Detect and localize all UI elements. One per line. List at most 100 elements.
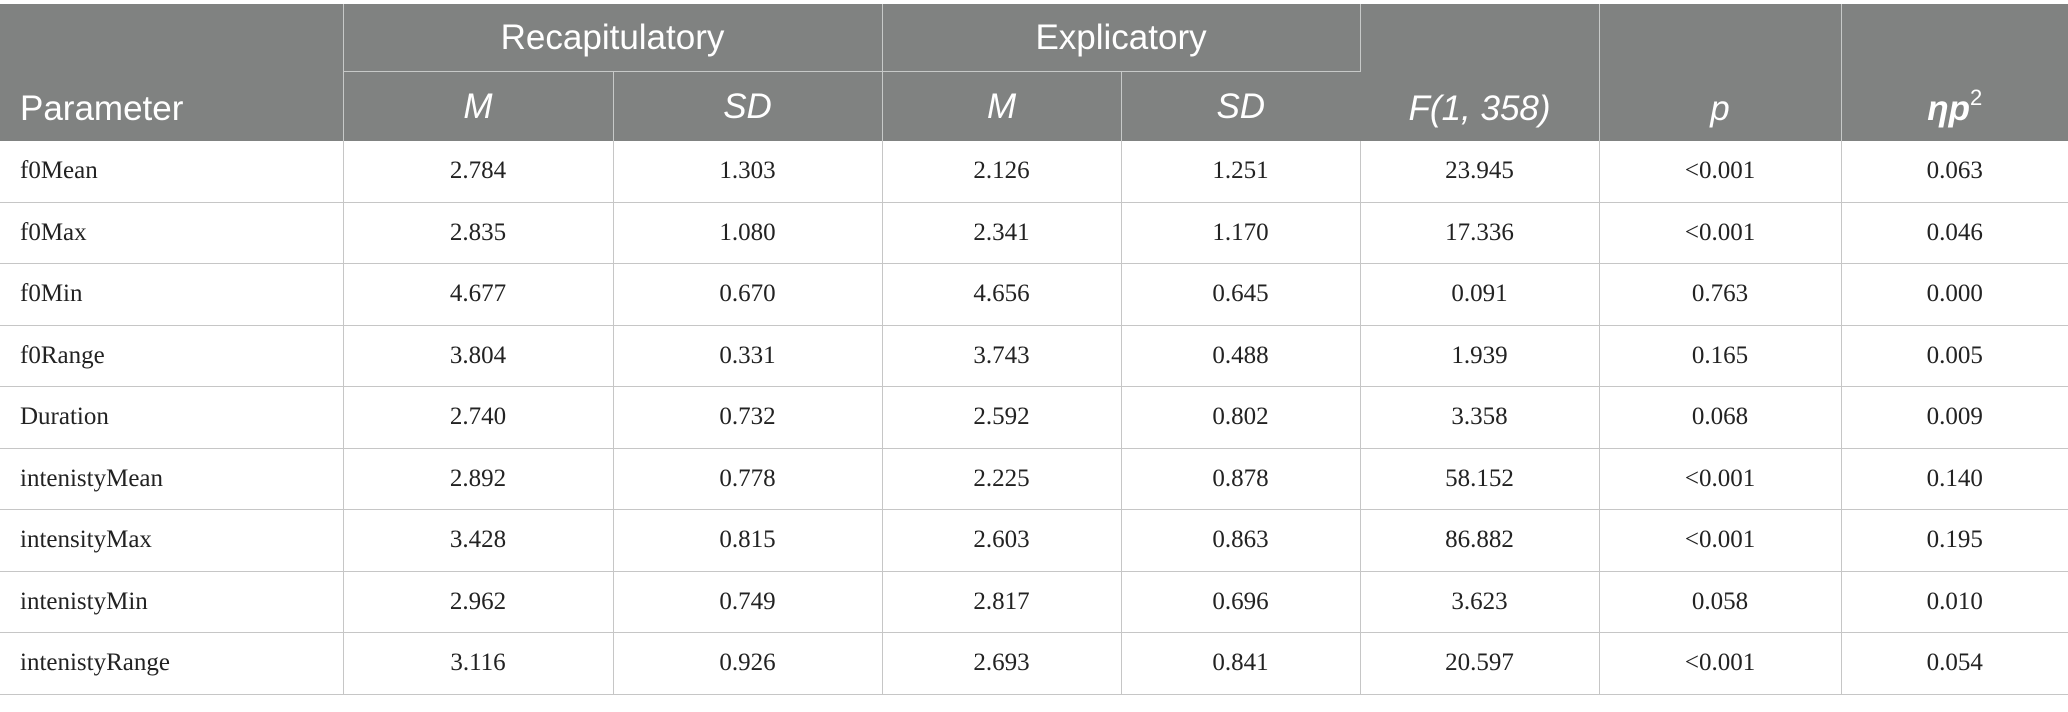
header-row-groups: Parameter Recapitulatory Explicatory F(1…	[0, 4, 2068, 141]
cell-parameter: f0Max	[0, 202, 344, 264]
cell-recap-m: 3.428	[343, 509, 614, 572]
cell-parameter: f0Mean	[0, 141, 344, 203]
results-table: Parameter Recapitulatory Explicatory F(1…	[0, 4, 2068, 695]
cell-f: 23.945	[1360, 141, 1600, 203]
table-row: intenistyMin 2.962 0.749 2.817 0.696 3.623 0.0…	[0, 571, 2068, 633]
cell-expl-m: 3.743	[882, 325, 1122, 387]
cell-expl-sd: 0.878	[1121, 448, 1361, 510]
cell-recap-sd: 0.331	[613, 325, 883, 387]
cell-recap-m: 2.892	[343, 448, 614, 510]
cell-expl-sd: 1.170	[1121, 202, 1361, 264]
cell-recap-m: 4.677	[343, 263, 614, 326]
cell-f: 20.597	[1360, 632, 1600, 695]
cell-expl-sd: 0.802	[1121, 386, 1361, 449]
cell-expl-m: 4.656	[882, 263, 1122, 326]
cell-eta: 0.009	[1841, 386, 2068, 449]
header-eta-squared: ηp2	[1841, 4, 2068, 141]
cell-recap-sd: 1.303	[613, 141, 883, 203]
cell-expl-sd: 0.488	[1121, 325, 1361, 387]
header-f-statistic: F(1, 358)	[1360, 4, 1600, 141]
cell-p: 0.058	[1599, 571, 1842, 633]
cell-eta: 0.140	[1841, 448, 2068, 510]
results-table-container: Parameter Recapitulatory Explicatory F(1…	[0, 4, 2068, 695]
cell-f: 1.939	[1360, 325, 1600, 387]
cell-parameter: intenistyRange	[0, 632, 344, 695]
cell-f: 86.882	[1360, 509, 1600, 572]
cell-recap-sd: 0.732	[613, 386, 883, 449]
cell-expl-m: 2.341	[882, 202, 1122, 264]
cell-f: 58.152	[1360, 448, 1600, 510]
cell-eta: 0.054	[1841, 632, 2068, 695]
cell-eta: 0.195	[1841, 509, 2068, 572]
table-row: f0Mean 2.784 1.303 2.126 1.251 23.945 <0.001 0.…	[0, 141, 2068, 203]
table-row: intenistyMean 2.892 0.778 2.225 0.878 58.152 <…	[0, 448, 2068, 510]
cell-eta: 0.046	[1841, 202, 2068, 264]
cell-expl-sd: 1.251	[1121, 141, 1361, 203]
cell-recap-m: 2.962	[343, 571, 614, 633]
cell-expl-sd: 0.696	[1121, 571, 1361, 633]
header-eta-superscript: 2	[1970, 85, 1983, 110]
header-row-subcolumns: M SD M SD	[0, 71, 2068, 141]
cell-eta: 0.000	[1841, 263, 2068, 326]
cell-parameter: Duration	[0, 386, 344, 449]
header-recap-sd: SD	[613, 71, 883, 141]
cell-parameter: f0Range	[0, 325, 344, 387]
table-row: f0Range 3.804 0.331 3.743 0.488 1.939 0.165 0.0…	[0, 325, 2068, 387]
cell-f: 17.336	[1360, 202, 1600, 264]
cell-eta: 0.063	[1841, 141, 2068, 203]
cell-recap-m: 3.116	[343, 632, 614, 695]
cell-p: <0.001	[1599, 202, 1842, 264]
cell-recap-sd: 1.080	[613, 202, 883, 264]
cell-parameter: intensityMax	[0, 509, 344, 572]
cell-p: <0.001	[1599, 509, 1842, 572]
cell-f: 3.358	[1360, 386, 1600, 449]
cell-expl-sd: 0.841	[1121, 632, 1361, 695]
cell-recap-m: 2.784	[343, 141, 614, 203]
cell-expl-sd: 0.863	[1121, 509, 1361, 572]
cell-expl-sd: 0.645	[1121, 263, 1361, 326]
cell-expl-m: 2.225	[882, 448, 1122, 510]
cell-p: 0.763	[1599, 263, 1842, 326]
header-group-recapitulatory: Recapitulatory	[343, 4, 883, 72]
cell-parameter: intenistyMin	[0, 571, 344, 633]
cell-recap-sd: 0.815	[613, 509, 883, 572]
table-row: f0Min 4.677 0.670 4.656 0.645 0.091 0.763 0.000	[0, 263, 2068, 326]
table-body: f0Mean 2.784 1.303 2.126 1.251 23.945 <0.001 0.…	[0, 141, 2068, 695]
header-f-statistic-label: F(1, 358)	[1408, 89, 1551, 128]
cell-recap-sd: 0.778	[613, 448, 883, 510]
table-header: Parameter Recapitulatory Explicatory F(1…	[0, 4, 2068, 141]
cell-recap-sd: 0.749	[613, 571, 883, 633]
cell-recap-m: 2.740	[343, 386, 614, 449]
table-row: intensityMax 3.428 0.815 2.603 0.863 86.882 <0…	[0, 509, 2068, 572]
cell-p: <0.001	[1599, 448, 1842, 510]
cell-recap-sd: 0.926	[613, 632, 883, 695]
cell-expl-m: 2.603	[882, 509, 1122, 572]
cell-recap-m: 3.804	[343, 325, 614, 387]
header-p-value: p	[1599, 4, 1842, 141]
cell-eta: 0.005	[1841, 325, 2068, 387]
header-parameter: Parameter	[0, 4, 344, 141]
cell-p: <0.001	[1599, 632, 1842, 695]
header-recap-m: M	[343, 71, 614, 141]
cell-f: 0.091	[1360, 263, 1600, 326]
cell-parameter: f0Min	[0, 263, 344, 326]
cell-expl-m: 2.817	[882, 571, 1122, 633]
header-expl-sd: SD	[1121, 71, 1361, 141]
cell-expl-m: 2.592	[882, 386, 1122, 449]
header-group-explicatory: Explicatory	[882, 4, 1361, 72]
header-eta-label: ηp	[1927, 89, 1971, 128]
header-p-label: p	[1710, 89, 1730, 128]
cell-eta: 0.010	[1841, 571, 2068, 633]
cell-p: 0.165	[1599, 325, 1842, 387]
cell-recap-sd: 0.670	[613, 263, 883, 326]
table-row: Duration 2.740 0.732 2.592 0.802 3.358 0.068 0.…	[0, 386, 2068, 449]
cell-p: <0.001	[1599, 141, 1842, 203]
cell-f: 3.623	[1360, 571, 1600, 633]
cell-p: 0.068	[1599, 386, 1842, 449]
header-expl-m: M	[882, 71, 1122, 141]
cell-expl-m: 2.693	[882, 632, 1122, 695]
cell-recap-m: 2.835	[343, 202, 614, 264]
cell-parameter: intenistyMean	[0, 448, 344, 510]
table-row: intenistyRange 3.116 0.926 2.693 0.841 20.597…	[0, 632, 2068, 695]
cell-expl-m: 2.126	[882, 141, 1122, 203]
